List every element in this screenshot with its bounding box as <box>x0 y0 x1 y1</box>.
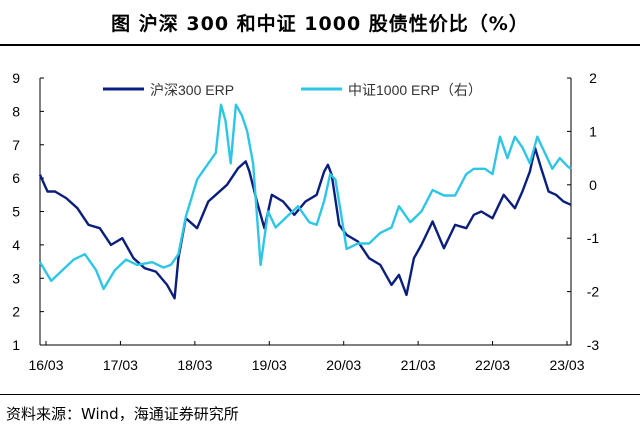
series-line-csi1000-erp <box>38 103 572 291</box>
y-right-tick-label: 2 <box>589 70 597 86</box>
y-left-tick-label: 9 <box>12 70 20 86</box>
source-note: 资料来源：Wind，海通证券研究所 <box>6 404 239 423</box>
y-left-tick-label: 8 <box>12 103 20 119</box>
y-left-tick-label: 1 <box>12 337 20 353</box>
chart-series <box>38 103 572 300</box>
y-left-tick-label: 6 <box>12 170 20 186</box>
x-tick-label: 23/03 <box>549 357 584 373</box>
x-tick-label: 16/03 <box>28 357 63 373</box>
chart: 1 2 3 4 5 6 7 8 9 -3 -2 -1 0 1 2 16/03 17/03 18/03 19/03 20… <box>12 70 599 373</box>
chart-legend: 沪深300 ERP 中证1000 ERP（右） <box>103 82 482 98</box>
title-divider <box>0 44 640 46</box>
x-tick-label: 21/03 <box>401 357 436 373</box>
chart-axes: 1 2 3 4 5 6 7 8 9 -3 -2 -1 0 1 2 16/03 17/03 18/03 19/03 20… <box>12 70 599 373</box>
y-right-tick-label: 0 <box>589 177 597 193</box>
x-tick-label: 17/03 <box>103 357 138 373</box>
legend-hs300-label: 沪深300 ERP <box>150 82 234 98</box>
y-left-tick-label: 3 <box>12 270 20 286</box>
series-line-hs300-erp <box>38 146 572 300</box>
y-left-tick-label: 2 <box>12 304 20 320</box>
chart-title: 图 沪深 300 和中证 1000 股债性价比（%） <box>111 12 529 35</box>
y-left-tick-label: 5 <box>12 204 20 220</box>
x-tick-label: 20/03 <box>326 357 361 373</box>
y-left-tick-label: 7 <box>12 137 20 153</box>
x-tick-label: 18/03 <box>177 357 212 373</box>
y-right-tick-label: 1 <box>589 123 597 139</box>
x-tick-label: 22/03 <box>475 357 510 373</box>
y-right-tick-label: -2 <box>587 284 600 300</box>
x-tick-label: 19/03 <box>252 357 287 373</box>
y-right-tick-label: -3 <box>587 337 600 353</box>
legend-csi1000-label: 中证1000 ERP（右） <box>348 82 482 98</box>
source-divider <box>0 394 640 395</box>
y-right-tick-label: -1 <box>587 230 600 246</box>
y-left-tick-label: 4 <box>12 237 20 253</box>
